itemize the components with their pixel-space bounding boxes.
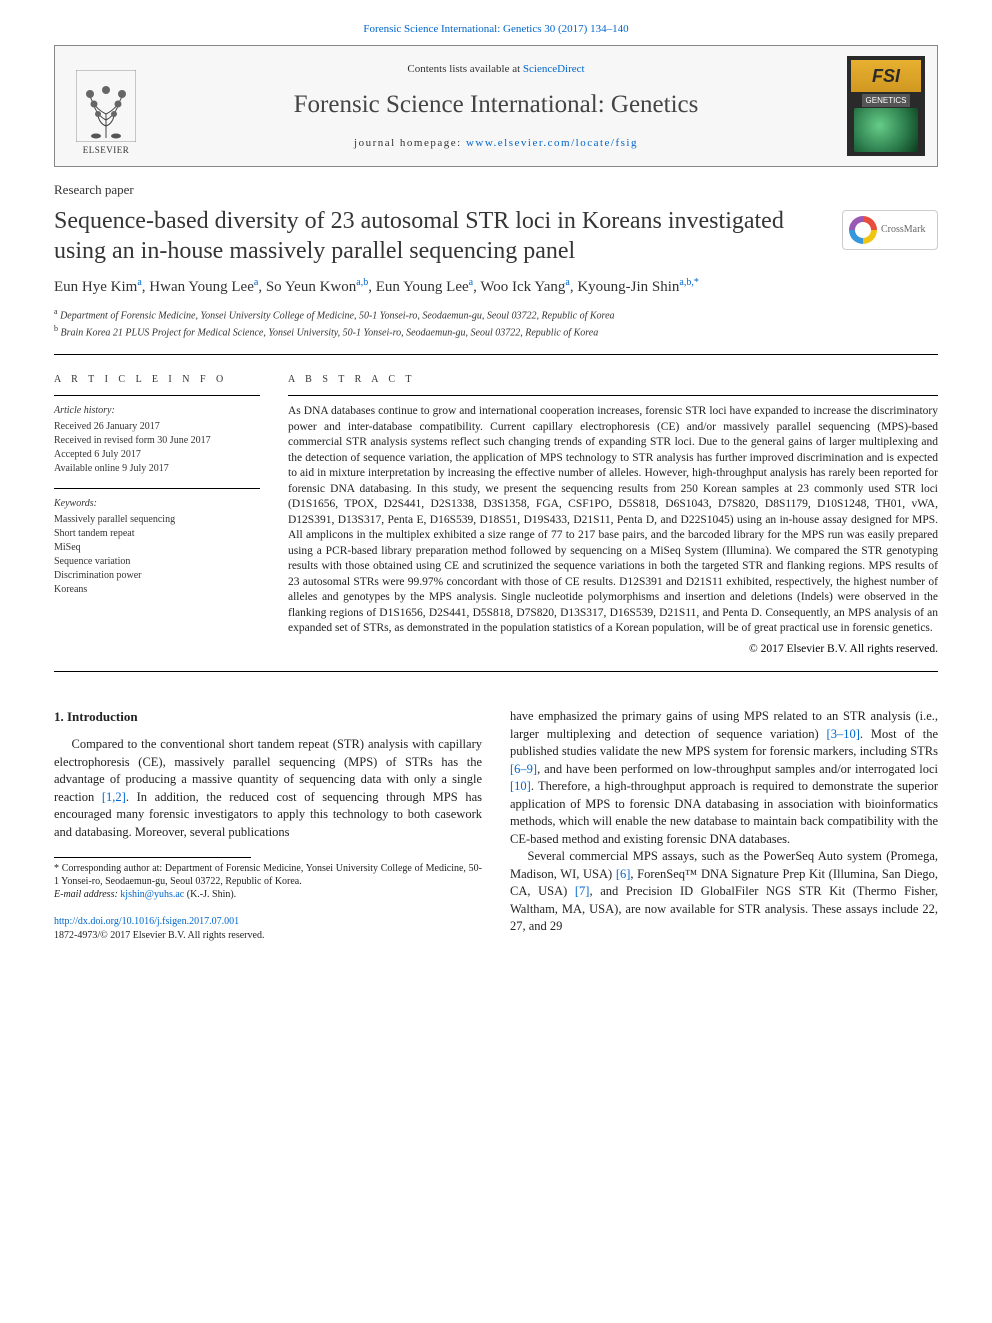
history-line: Accepted 6 July 2017 (54, 448, 260, 462)
keyword: Koreans (54, 583, 260, 597)
paper-type-label: Research paper (54, 181, 938, 199)
cover-image-icon (854, 108, 918, 152)
cover-logo-badge: FSI (851, 60, 921, 92)
paper-title: Sequence-based diversity of 23 autosomal… (54, 206, 826, 266)
left-column: 1. Introduction Compared to the conventi… (54, 708, 482, 943)
intro-paragraph-1-cont: have emphasized the primary gains of usi… (510, 708, 938, 848)
intro-paragraph-1: Compared to the conventional short tande… (54, 736, 482, 841)
journal-name: Forensic Science International: Genetics (145, 87, 847, 122)
abstract-copyright: © 2017 Elsevier B.V. All rights reserved… (288, 641, 938, 657)
keyword: MiSeq (54, 541, 260, 555)
running-head-link[interactable]: Forensic Science International: Genetics… (363, 23, 628, 35)
journal-cover-thumbnail: FSI GENETICS (847, 56, 925, 156)
keyword: Sequence variation (54, 555, 260, 569)
article-info-column: A R T I C L E I N F O Article history: R… (54, 373, 260, 657)
section-1-heading: 1. Introduction (54, 708, 482, 726)
journal-header: ELSEVIER Contents lists available at Sci… (54, 45, 938, 167)
doi-link[interactable]: http://dx.doi.org/10.1016/j.fsigen.2017.… (54, 916, 239, 927)
article-history-block: Article history: Received 26 January 201… (54, 404, 260, 476)
cover-logo-text: FSI (872, 64, 900, 89)
citation-ref[interactable]: [7] (575, 884, 590, 898)
keywords-block: Keywords: Massively parallel sequencing … (54, 497, 260, 597)
issn-copyright: 1872-4973/© 2017 Elsevier B.V. All right… (54, 930, 264, 941)
running-head: Forensic Science International: Genetics… (54, 22, 938, 37)
corr-text: * Corresponding author at: Department of… (54, 862, 482, 888)
citation-ref[interactable]: [6–9] (510, 762, 537, 776)
history-line: Available online 9 July 2017 (54, 462, 260, 476)
sciencedirect-link[interactable]: ScienceDirect (523, 63, 585, 75)
right-column: have emphasized the primary gains of usi… (510, 708, 938, 943)
abstract-column: A B S T R A C T As DNA databases continu… (288, 373, 938, 657)
citation-ref[interactable]: [10] (510, 779, 531, 793)
homepage-link[interactable]: www.elsevier.com/locate/fsig (466, 137, 638, 149)
article-info-heading: A R T I C L E I N F O (54, 373, 260, 387)
abstract-heading: A B S T R A C T (288, 373, 938, 387)
affiliations: a Department of Forensic Medicine, Yonse… (54, 306, 938, 341)
corr-email-line: E-mail address: kjshin@yuhs.ac (K.-J. Sh… (54, 888, 482, 901)
elsevier-label: ELSEVIER (83, 144, 130, 157)
citation-ref[interactable]: [3–10] (827, 727, 860, 741)
citation-ref[interactable]: [1,2] (102, 790, 126, 804)
elsevier-tree-icon (76, 70, 136, 142)
crossmark-label: CrossMark (881, 223, 925, 237)
intro-paragraph-2: Several commercial MPS assays, such as t… (510, 848, 938, 936)
header-center: Contents lists available at ScienceDirec… (145, 62, 847, 152)
author-list: Eun Hye Kima, Hwan Young Leea, So Yeun K… (54, 276, 938, 298)
email-label: E-mail address: (54, 889, 120, 900)
article-history-label: Article history: (54, 404, 260, 418)
corresponding-author-footnote: * Corresponding author at: Department of… (54, 862, 482, 901)
email-suffix: (K.-J. Shin). (184, 889, 236, 900)
footnote-separator (54, 857, 251, 858)
contents-available: Contents lists available at ScienceDirec… (145, 62, 847, 77)
crossmark-icon (849, 216, 877, 244)
keyword: Massively parallel sequencing (54, 513, 260, 527)
journal-homepage: journal homepage: www.elsevier.com/locat… (145, 136, 847, 151)
abstract-text: As DNA databases continue to grow and in… (288, 404, 938, 637)
corr-email-link[interactable]: kjshin@yuhs.ac (120, 889, 184, 900)
crossmark-badge[interactable]: CrossMark (842, 210, 938, 250)
keyword: Discrimination power (54, 569, 260, 583)
doi-block: http://dx.doi.org/10.1016/j.fsigen.2017.… (54, 915, 482, 943)
keywords-label: Keywords: (54, 497, 260, 511)
cover-subtitle: GENETICS (862, 94, 911, 107)
homepage-prefix: journal homepage: (354, 137, 466, 149)
citation-ref[interactable]: [6] (616, 867, 631, 881)
history-line: Received 26 January 2017 (54, 420, 260, 434)
history-line: Received in revised form 30 June 2017 (54, 434, 260, 448)
keyword: Short tandem repeat (54, 527, 260, 541)
elsevier-logo: ELSEVIER (67, 56, 145, 156)
contents-prefix: Contents lists available at (407, 63, 522, 75)
body-two-column: 1. Introduction Compared to the conventi… (54, 708, 938, 943)
